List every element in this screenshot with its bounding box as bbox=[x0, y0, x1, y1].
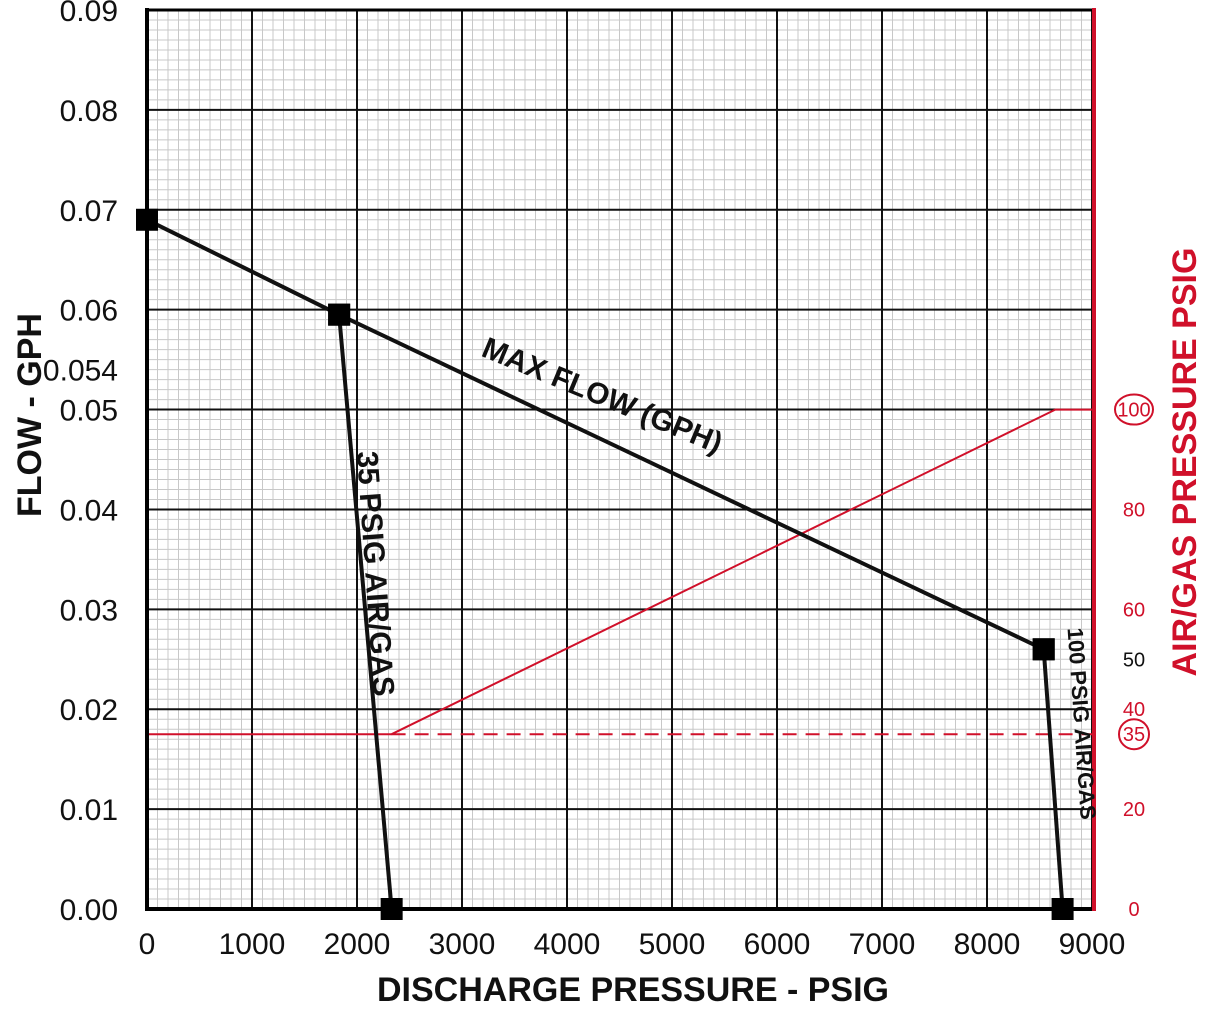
x-tick-label: 6000 bbox=[744, 928, 811, 961]
plot-frame bbox=[145, 8, 1096, 911]
flow-lines bbox=[146, 218, 1065, 910]
x-tick-label: 7000 bbox=[849, 928, 916, 961]
x-tick-label: 4000 bbox=[534, 928, 601, 961]
data-point-marker bbox=[328, 303, 351, 326]
y-tick-label: 0.03 bbox=[60, 594, 118, 627]
x-tick-label: 3000 bbox=[429, 928, 496, 961]
x-tick-label: 5000 bbox=[639, 928, 706, 961]
air-gas-pressure-lines bbox=[147, 408, 1092, 736]
y-tick-label: 0.054 bbox=[43, 355, 118, 388]
y2-tick-label: 35 bbox=[1123, 724, 1145, 746]
y2-axis-title: AIR/GAS PRESSURE PSIG bbox=[1166, 248, 1204, 677]
y-tick-label: 0.05 bbox=[60, 395, 118, 428]
x-tick-label: 2000 bbox=[324, 928, 391, 961]
x-tick-label: 1000 bbox=[219, 928, 286, 961]
series-line-1 bbox=[337, 314, 394, 910]
y2-tick-label: 40 bbox=[1123, 699, 1145, 721]
y2-tick-label: 60 bbox=[1123, 599, 1145, 621]
y-tick-label: 0.02 bbox=[60, 694, 118, 727]
major-grid bbox=[146, 9, 1093, 910]
y-tick-label: 0.06 bbox=[60, 295, 118, 328]
y-axis-ticks: 0.00 0.01 0.02 0.03 0.04 0.05 0.054 0.06 0.07 0.0… bbox=[43, 0, 118, 927]
y2-axis-ticks: 0 20 35 40 50 60 80 100 bbox=[1114, 393, 1154, 921]
minor-grid bbox=[147, 10, 1092, 909]
y2-tick-circle bbox=[1114, 393, 1154, 426]
y-tick-label: 0.09 bbox=[60, 0, 118, 28]
x-tick-label: 8000 bbox=[954, 928, 1021, 961]
series-line-2 bbox=[1041, 649, 1065, 910]
y2-tick-label: 50 bbox=[1123, 649, 1145, 671]
y-tick-label: 0.00 bbox=[60, 894, 118, 927]
series-line-3 bbox=[147, 408, 1092, 736]
data-point-marker bbox=[1032, 638, 1055, 661]
x-tick-label: 9000 bbox=[1059, 928, 1126, 961]
y2-tick-label: 100 bbox=[1117, 400, 1150, 422]
x-tick-label: 0 bbox=[139, 928, 156, 961]
y2-tick-label: 20 bbox=[1123, 799, 1145, 821]
x-axis-title: DISCHARGE PRESSURE - PSIG bbox=[377, 971, 889, 1009]
y-tick-label: 0.07 bbox=[60, 195, 118, 228]
y-axis-title: FLOW - GPH bbox=[11, 313, 49, 517]
y2-tick-label: 80 bbox=[1123, 499, 1145, 521]
series-line-0 bbox=[146, 218, 1045, 652]
y-tick-label: 0.08 bbox=[60, 95, 118, 128]
y-tick-label: 0.01 bbox=[60, 794, 118, 827]
y-tick-label: 0.04 bbox=[60, 494, 118, 527]
data-markers bbox=[136, 208, 1074, 920]
y2-tick-label: 0 bbox=[1128, 899, 1139, 921]
x-axis-ticks: 0 1000 2000 3000 4000 5000 6000 7000 8000 9000 bbox=[139, 928, 1126, 961]
y2-tick-circle bbox=[1118, 718, 1150, 751]
